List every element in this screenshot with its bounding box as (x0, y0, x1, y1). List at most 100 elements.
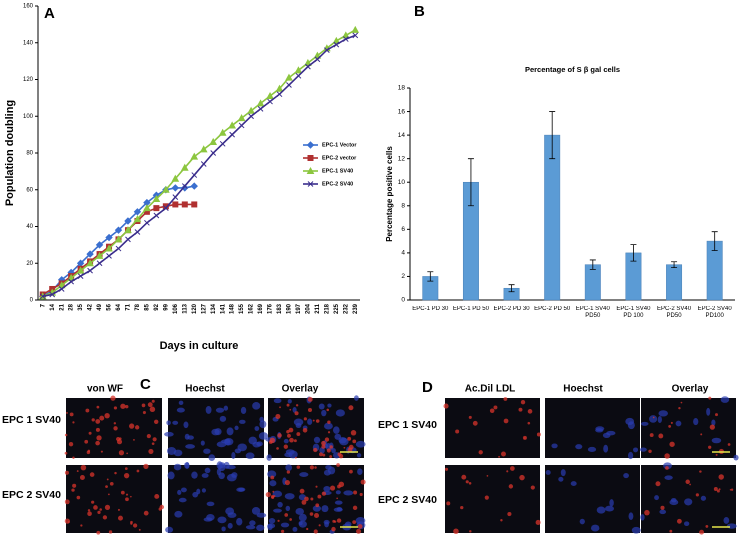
nucleus (332, 426, 340, 434)
nucleus (711, 437, 722, 444)
stain (489, 408, 495, 414)
x-tick-label: 92 (154, 303, 160, 310)
stain (64, 470, 69, 475)
marker (190, 152, 199, 160)
marker (125, 236, 131, 243)
stain (715, 413, 718, 417)
x-tick-label: 7 (40, 303, 46, 307)
x-tick-label: 197 (296, 303, 302, 314)
nucleus (203, 448, 211, 454)
label-box: EPC-1 PD 50 (452, 306, 489, 312)
stain (312, 419, 315, 422)
x-tick-label: 21 (59, 303, 65, 310)
error-bar (549, 111, 556, 160)
stain (99, 508, 102, 511)
nucleus (298, 520, 307, 528)
stain (72, 483, 77, 488)
y-tick-label: 140 (23, 40, 34, 46)
stain (109, 481, 114, 486)
nucleus (551, 443, 558, 449)
error-bar (671, 261, 678, 269)
nucleus (659, 509, 667, 515)
nucleus (231, 452, 236, 460)
marker (267, 98, 273, 105)
stain (336, 518, 342, 523)
nucleus (237, 443, 247, 452)
nucleus (560, 469, 566, 477)
x-tick-label: 225 (334, 303, 340, 314)
stain (87, 509, 91, 512)
y-tick-label: 80 (26, 151, 33, 157)
stain (527, 409, 533, 414)
marker (87, 267, 93, 274)
nucleus (177, 489, 182, 496)
stain (304, 496, 309, 502)
marker (134, 229, 141, 235)
y-tick-label: 16 (398, 108, 406, 115)
y-tick-label: 100 (23, 114, 34, 120)
stain (102, 515, 108, 520)
nucleus (221, 526, 226, 532)
stain (321, 491, 327, 496)
stain (289, 437, 294, 443)
nucleus (628, 512, 634, 520)
stain (338, 481, 345, 488)
marker (124, 217, 132, 225)
x-tick-label: EPC-1 PD 50 (452, 306, 489, 312)
stain (343, 446, 346, 449)
marker (57, 281, 66, 289)
stain (87, 511, 92, 516)
column-header: Hoechst (185, 384, 225, 395)
stain (299, 488, 305, 494)
x-tick-label: 49 (97, 303, 103, 310)
marker (341, 31, 350, 39)
stain (520, 399, 526, 405)
x-tick-label: 239 (353, 303, 359, 314)
stain (287, 433, 291, 438)
marker (257, 106, 264, 112)
stain (352, 505, 358, 511)
nucleus (183, 421, 189, 429)
stain (265, 491, 271, 498)
nucleus (335, 490, 341, 495)
stain (269, 437, 276, 444)
stain (321, 440, 326, 446)
stain (108, 530, 113, 534)
stain (455, 429, 460, 434)
stain (296, 432, 301, 436)
bar (666, 264, 683, 301)
nucleus (295, 508, 304, 515)
nucleus (178, 400, 184, 405)
stain (453, 528, 459, 535)
stain (133, 438, 135, 441)
x-tick-label: EPC-2 PD 50 (534, 306, 571, 312)
marker (266, 91, 274, 100)
marker (228, 121, 236, 129)
nucleus (226, 464, 236, 470)
nucleus (623, 472, 629, 479)
y-tick-label: 60 (26, 187, 33, 193)
stain (134, 425, 140, 430)
nucleus (174, 510, 183, 518)
stain (96, 530, 101, 535)
stain (465, 480, 469, 484)
nucleus (595, 428, 604, 433)
stain (96, 435, 102, 441)
nucleus (325, 464, 332, 470)
stain (88, 431, 92, 435)
stain (700, 433, 703, 436)
stain (669, 529, 673, 533)
stain (286, 403, 290, 407)
stain (715, 453, 718, 456)
nucleus (357, 468, 363, 475)
stain (527, 421, 531, 425)
stain (493, 405, 498, 410)
nucleus (208, 454, 216, 461)
stain (104, 413, 110, 419)
stain (660, 505, 665, 510)
bar (584, 264, 601, 301)
marker (199, 145, 208, 153)
stain (91, 500, 95, 504)
stain (64, 518, 70, 524)
nucleus (178, 497, 187, 503)
